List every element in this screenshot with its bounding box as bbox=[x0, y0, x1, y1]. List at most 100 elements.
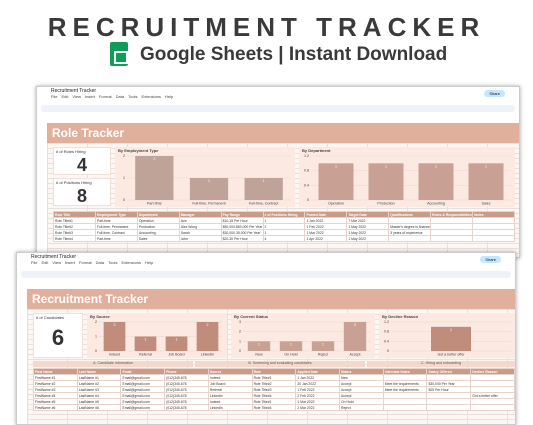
menu-item[interactable]: File bbox=[31, 260, 38, 265]
menu-item[interactable]: Format bbox=[78, 260, 92, 265]
banner: Role Tracker bbox=[47, 123, 519, 143]
menu-item[interactable]: Edit bbox=[61, 94, 69, 99]
y-tick-label: 0 bbox=[239, 349, 241, 353]
menu-item[interactable]: Extensions bbox=[141, 94, 162, 99]
chart-title: By Department bbox=[302, 148, 331, 153]
bar bbox=[279, 341, 303, 351]
cell: 2 Mar 2022 bbox=[295, 404, 341, 411]
sheets-icon bbox=[110, 42, 128, 66]
menu-item[interactable]: Help bbox=[165, 94, 174, 99]
data-label: 1 bbox=[322, 342, 324, 346]
menu-item[interactable]: Tools bbox=[108, 260, 118, 265]
cell bbox=[472, 235, 515, 242]
data-label: 1 bbox=[290, 342, 292, 346]
menu-item[interactable]: Data bbox=[115, 94, 125, 99]
bar bbox=[311, 341, 335, 351]
chart-title: By Employment Type bbox=[118, 148, 159, 153]
cell: 1 Apr 2022 bbox=[304, 235, 348, 242]
header: RECRUITMENT TRACKER Google Sheets | Inst… bbox=[0, 0, 533, 78]
table-row: Role Title#3 Full-time, Contract Accountin… bbox=[53, 229, 515, 236]
cell: LastName #6 bbox=[76, 404, 122, 411]
bar bbox=[135, 156, 174, 200]
share-button[interactable]: Share bbox=[484, 90, 505, 97]
table-row: FirstName #5 LastName #5 Email@gmail.com (0… bbox=[33, 398, 515, 405]
menu-item[interactable]: Data bbox=[95, 260, 105, 265]
y-tick-label: 0.4 bbox=[384, 339, 389, 343]
toolbar bbox=[21, 271, 511, 278]
cell: $20-30 Per Hour bbox=[220, 235, 264, 242]
cell bbox=[388, 235, 432, 242]
sheet: Recruitment Tracker # of Candidates 6 By … bbox=[27, 289, 515, 424]
kpi-label: # of Roles Hiring bbox=[56, 149, 86, 154]
doc-title: Recruitment Tracker bbox=[51, 88, 97, 94]
chart: By Source 0 1 2 2 Indeed 1 Referral 1 Job Board 2 L… bbox=[87, 313, 227, 358]
bar bbox=[189, 178, 229, 200]
y-tick-label: 0 bbox=[307, 198, 309, 202]
data-label: 2 bbox=[207, 323, 209, 327]
x-tick-label: Part-time bbox=[147, 201, 162, 205]
cell bbox=[470, 404, 515, 411]
kpi: # of Roles Hiring 4 bbox=[53, 147, 111, 175]
bar bbox=[431, 326, 471, 351]
cell: FirstName #6 bbox=[33, 404, 78, 411]
bar bbox=[318, 163, 354, 200]
bar bbox=[196, 322, 219, 351]
chart-title: By Source bbox=[90, 314, 111, 319]
y-tick-label: 1 bbox=[123, 176, 125, 180]
x-tick-label: Job Board bbox=[168, 352, 184, 356]
group-header: C. Hiring and onboarding bbox=[367, 361, 515, 367]
banner: Recruitment Tracker bbox=[27, 289, 515, 309]
share-button[interactable]: Share bbox=[480, 256, 501, 263]
kpi: # of Positions Hiring 8 bbox=[53, 178, 111, 206]
cell: Sales bbox=[136, 235, 180, 242]
menu-item[interactable]: View bbox=[72, 94, 81, 99]
toolbar bbox=[41, 105, 515, 112]
table: First Name Last Name Email Phone Source Role A… bbox=[33, 368, 515, 411]
cell: Role Title#4 bbox=[251, 404, 297, 411]
menu-item[interactable]: Insert bbox=[64, 260, 75, 265]
data-label: 1 bbox=[263, 179, 265, 183]
screenshot-recruitment-tracker: Recruitment Tracker File Edit View Insert For… bbox=[16, 252, 516, 425]
menu-item[interactable]: Format bbox=[98, 94, 112, 99]
y-tick-label: 0 bbox=[123, 198, 125, 202]
y-tick-label: 0.8 bbox=[384, 330, 389, 334]
data-label: 1 bbox=[435, 164, 437, 168]
y-tick-label: 3 bbox=[239, 320, 241, 324]
table-row: Role Title#4 Part-time Sales John $20-30 Per… bbox=[53, 235, 515, 242]
bar bbox=[247, 341, 271, 351]
x-tick-label: Accounting bbox=[427, 201, 445, 205]
chart: By Current Status 0 1 2 3 1 New 1 On Hold 1 Reject… bbox=[231, 313, 375, 358]
menu-item[interactable]: File bbox=[51, 94, 58, 99]
kpi-label: # of Positions Hiring bbox=[56, 180, 92, 185]
y-tick-label: 1 bbox=[95, 334, 97, 338]
title-bar: Recruitment Tracker File Edit View Insert For… bbox=[37, 87, 519, 99]
data-label: 1 bbox=[208, 179, 210, 183]
x-tick-label: Operation bbox=[328, 201, 344, 205]
menu-item[interactable]: Extensions bbox=[121, 260, 142, 265]
x-tick-label: Full-time, Contract bbox=[249, 201, 278, 205]
doc-title: Recruitment Tracker bbox=[31, 254, 77, 260]
data-label: 3 bbox=[354, 323, 356, 327]
x-tick-label: New bbox=[255, 352, 263, 356]
menu-item[interactable]: Insert bbox=[84, 94, 95, 99]
chart: By Employment Type 0 1 2 2 Part-time 1 Full-tim… bbox=[115, 147, 295, 207]
table-row: FirstName #3 LastName #3 Email@gmail.com (0… bbox=[33, 386, 515, 393]
group-header: A. Candidate Information bbox=[33, 361, 193, 367]
menu-item[interactable]: Help bbox=[145, 260, 154, 265]
table: Role Title Employment Type Department Manag… bbox=[53, 211, 515, 242]
data-label: 1 bbox=[450, 328, 452, 332]
x-tick-label: Got a better offer bbox=[437, 352, 465, 356]
chart: By Decline Reason 0 0.4 0.8 1.2 1 Got a better… bbox=[379, 313, 515, 358]
menu-item[interactable]: View bbox=[52, 260, 61, 265]
kpi-label: # of Candidates bbox=[36, 315, 65, 320]
x-tick-label: Production bbox=[377, 201, 394, 205]
menu-item[interactable]: Edit bbox=[41, 260, 49, 265]
menu-item[interactable]: Tools bbox=[128, 94, 138, 99]
screenshot-role-tracker: Recruitment Tracker File Edit View Insert For… bbox=[36, 86, 520, 258]
table-row: Role Title#2 Full-time, Permanent Producti… bbox=[53, 223, 515, 230]
cell bbox=[430, 235, 474, 242]
bar bbox=[165, 336, 188, 351]
bar bbox=[368, 163, 404, 200]
x-tick-label: Accept bbox=[350, 352, 361, 356]
chart-title: By Current Status bbox=[234, 314, 269, 319]
